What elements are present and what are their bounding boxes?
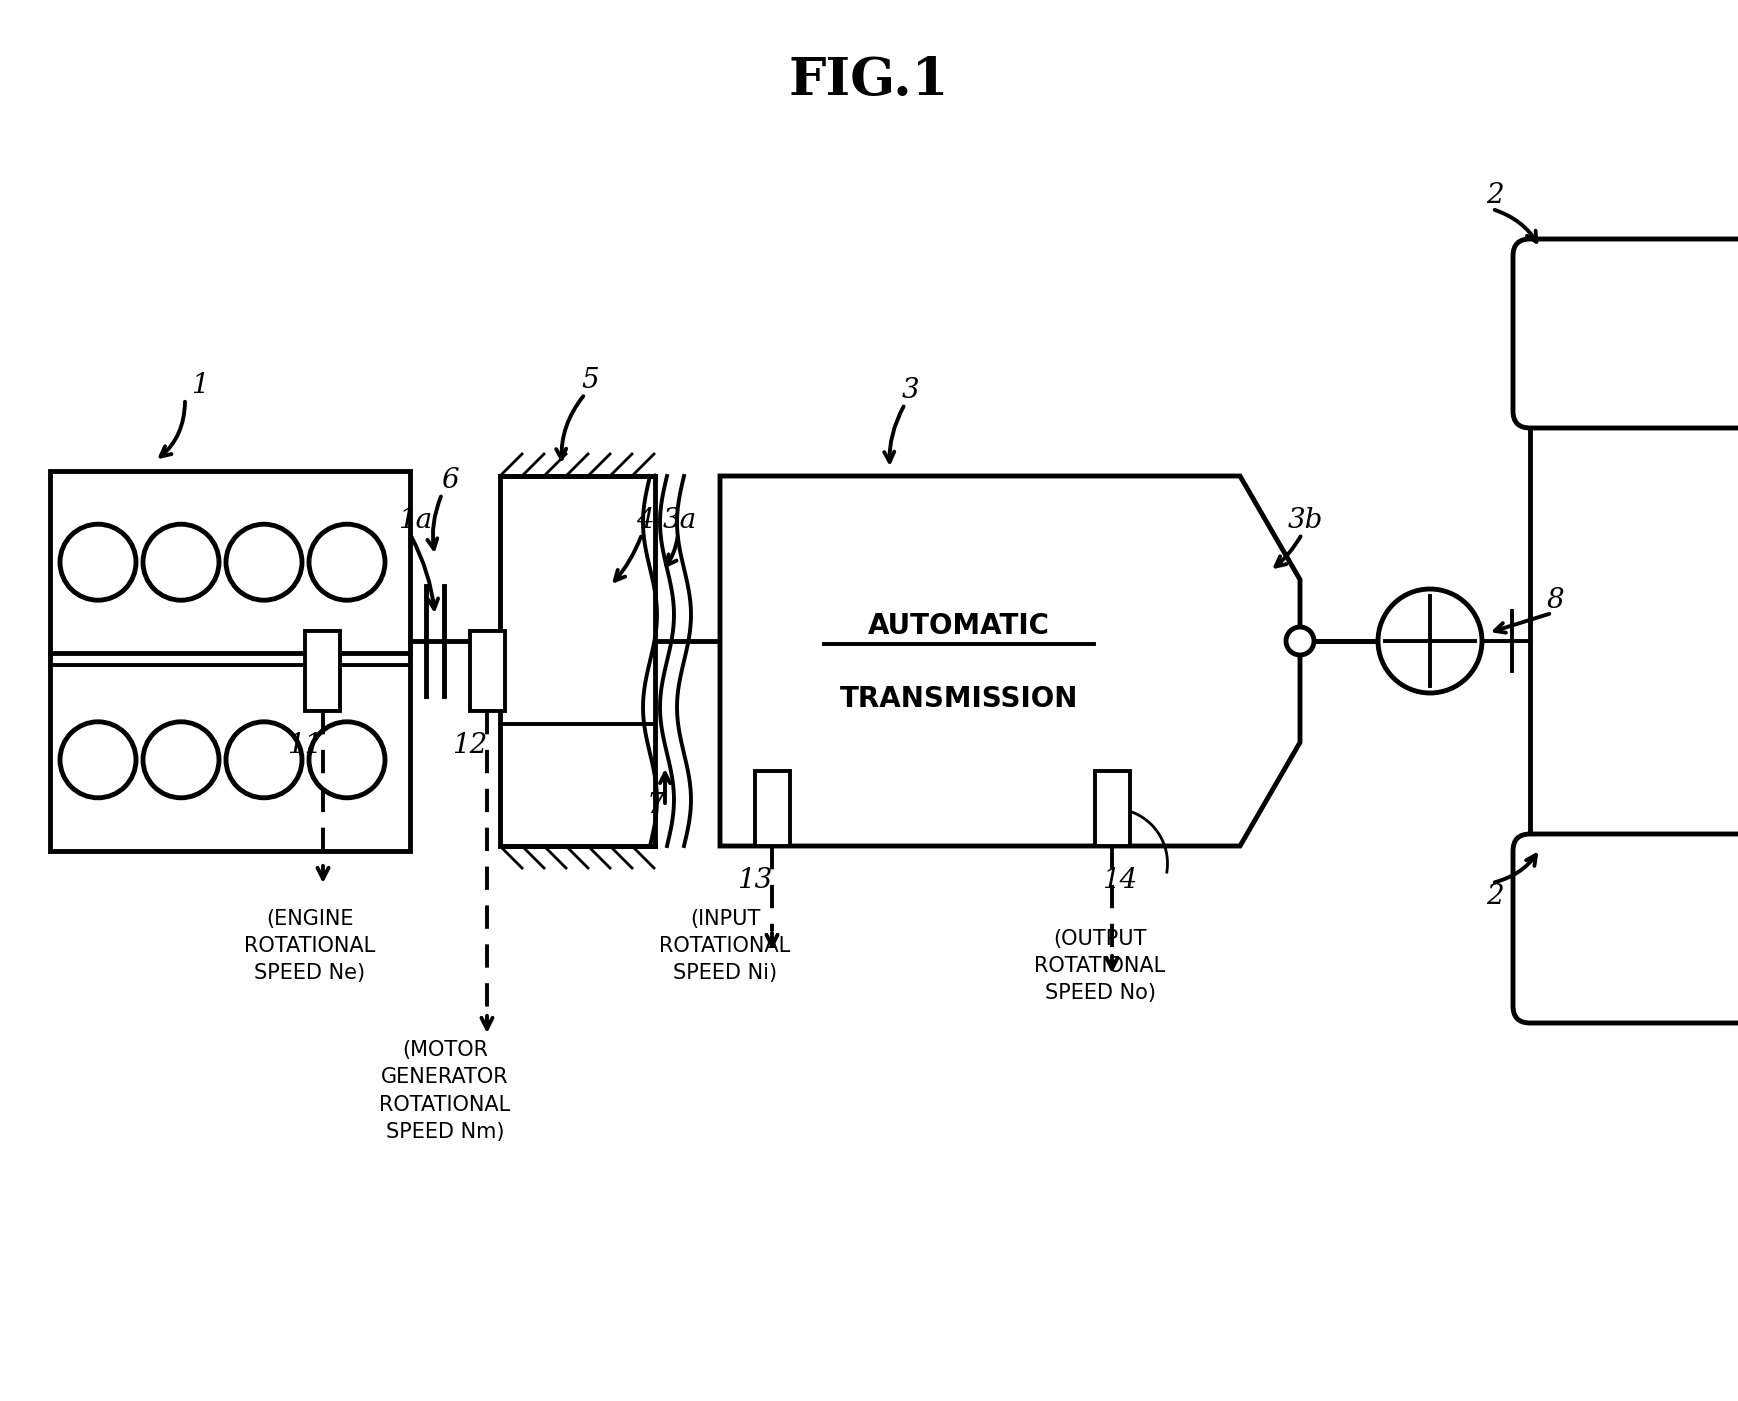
Text: 5: 5 (580, 367, 600, 395)
Circle shape (309, 722, 386, 797)
FancyBboxPatch shape (1514, 834, 1738, 1023)
Text: 1: 1 (191, 373, 209, 399)
Text: 2: 2 (1486, 883, 1503, 909)
Bar (501, 476, 655, 846)
FancyBboxPatch shape (1514, 240, 1738, 427)
Text: 3: 3 (902, 377, 919, 405)
Circle shape (143, 722, 219, 797)
Text: 4: 4 (636, 507, 653, 535)
Text: 11: 11 (287, 733, 323, 759)
Circle shape (61, 524, 136, 600)
Circle shape (226, 722, 302, 797)
Text: AUTOMATIC: AUTOMATIC (869, 612, 1050, 640)
Text: (INPUT
ROTATIONAL
SPEED Ni): (INPUT ROTATIONAL SPEED Ni) (659, 909, 791, 984)
Bar (1095, 771, 1130, 846)
Text: TRANSMISSION: TRANSMISSION (839, 685, 1078, 713)
Polygon shape (720, 476, 1300, 846)
Bar (754, 771, 791, 846)
Circle shape (226, 524, 302, 600)
Text: (OUTPUT
ROTATIONAL
SPEED No): (OUTPUT ROTATIONAL SPEED No) (1034, 929, 1166, 1003)
Text: (ENGINE
ROTATIONAL
SPEED Ne): (ENGINE ROTATIONAL SPEED Ne) (245, 909, 375, 984)
Bar (304, 630, 341, 710)
Text: (MOTOR
GENERATOR
ROTATIONAL
SPEED Nm): (MOTOR GENERATOR ROTATIONAL SPEED Nm) (379, 1040, 511, 1142)
Bar (50, 471, 410, 850)
Text: 1a: 1a (398, 507, 433, 535)
Circle shape (143, 524, 219, 600)
Text: 8: 8 (1547, 587, 1564, 615)
Text: 13: 13 (737, 867, 773, 894)
Circle shape (1378, 588, 1483, 693)
Text: 14: 14 (1102, 867, 1138, 894)
Text: 7: 7 (647, 793, 664, 820)
Circle shape (309, 524, 386, 600)
Text: 12: 12 (452, 733, 488, 759)
Text: 3a: 3a (662, 507, 697, 535)
Circle shape (61, 722, 136, 797)
Text: 6: 6 (441, 468, 459, 495)
Text: 2: 2 (1486, 182, 1503, 210)
Text: 3b: 3b (1288, 507, 1323, 535)
Text: FIG.1: FIG.1 (789, 56, 949, 106)
Circle shape (1286, 628, 1314, 656)
Bar (469, 630, 506, 710)
